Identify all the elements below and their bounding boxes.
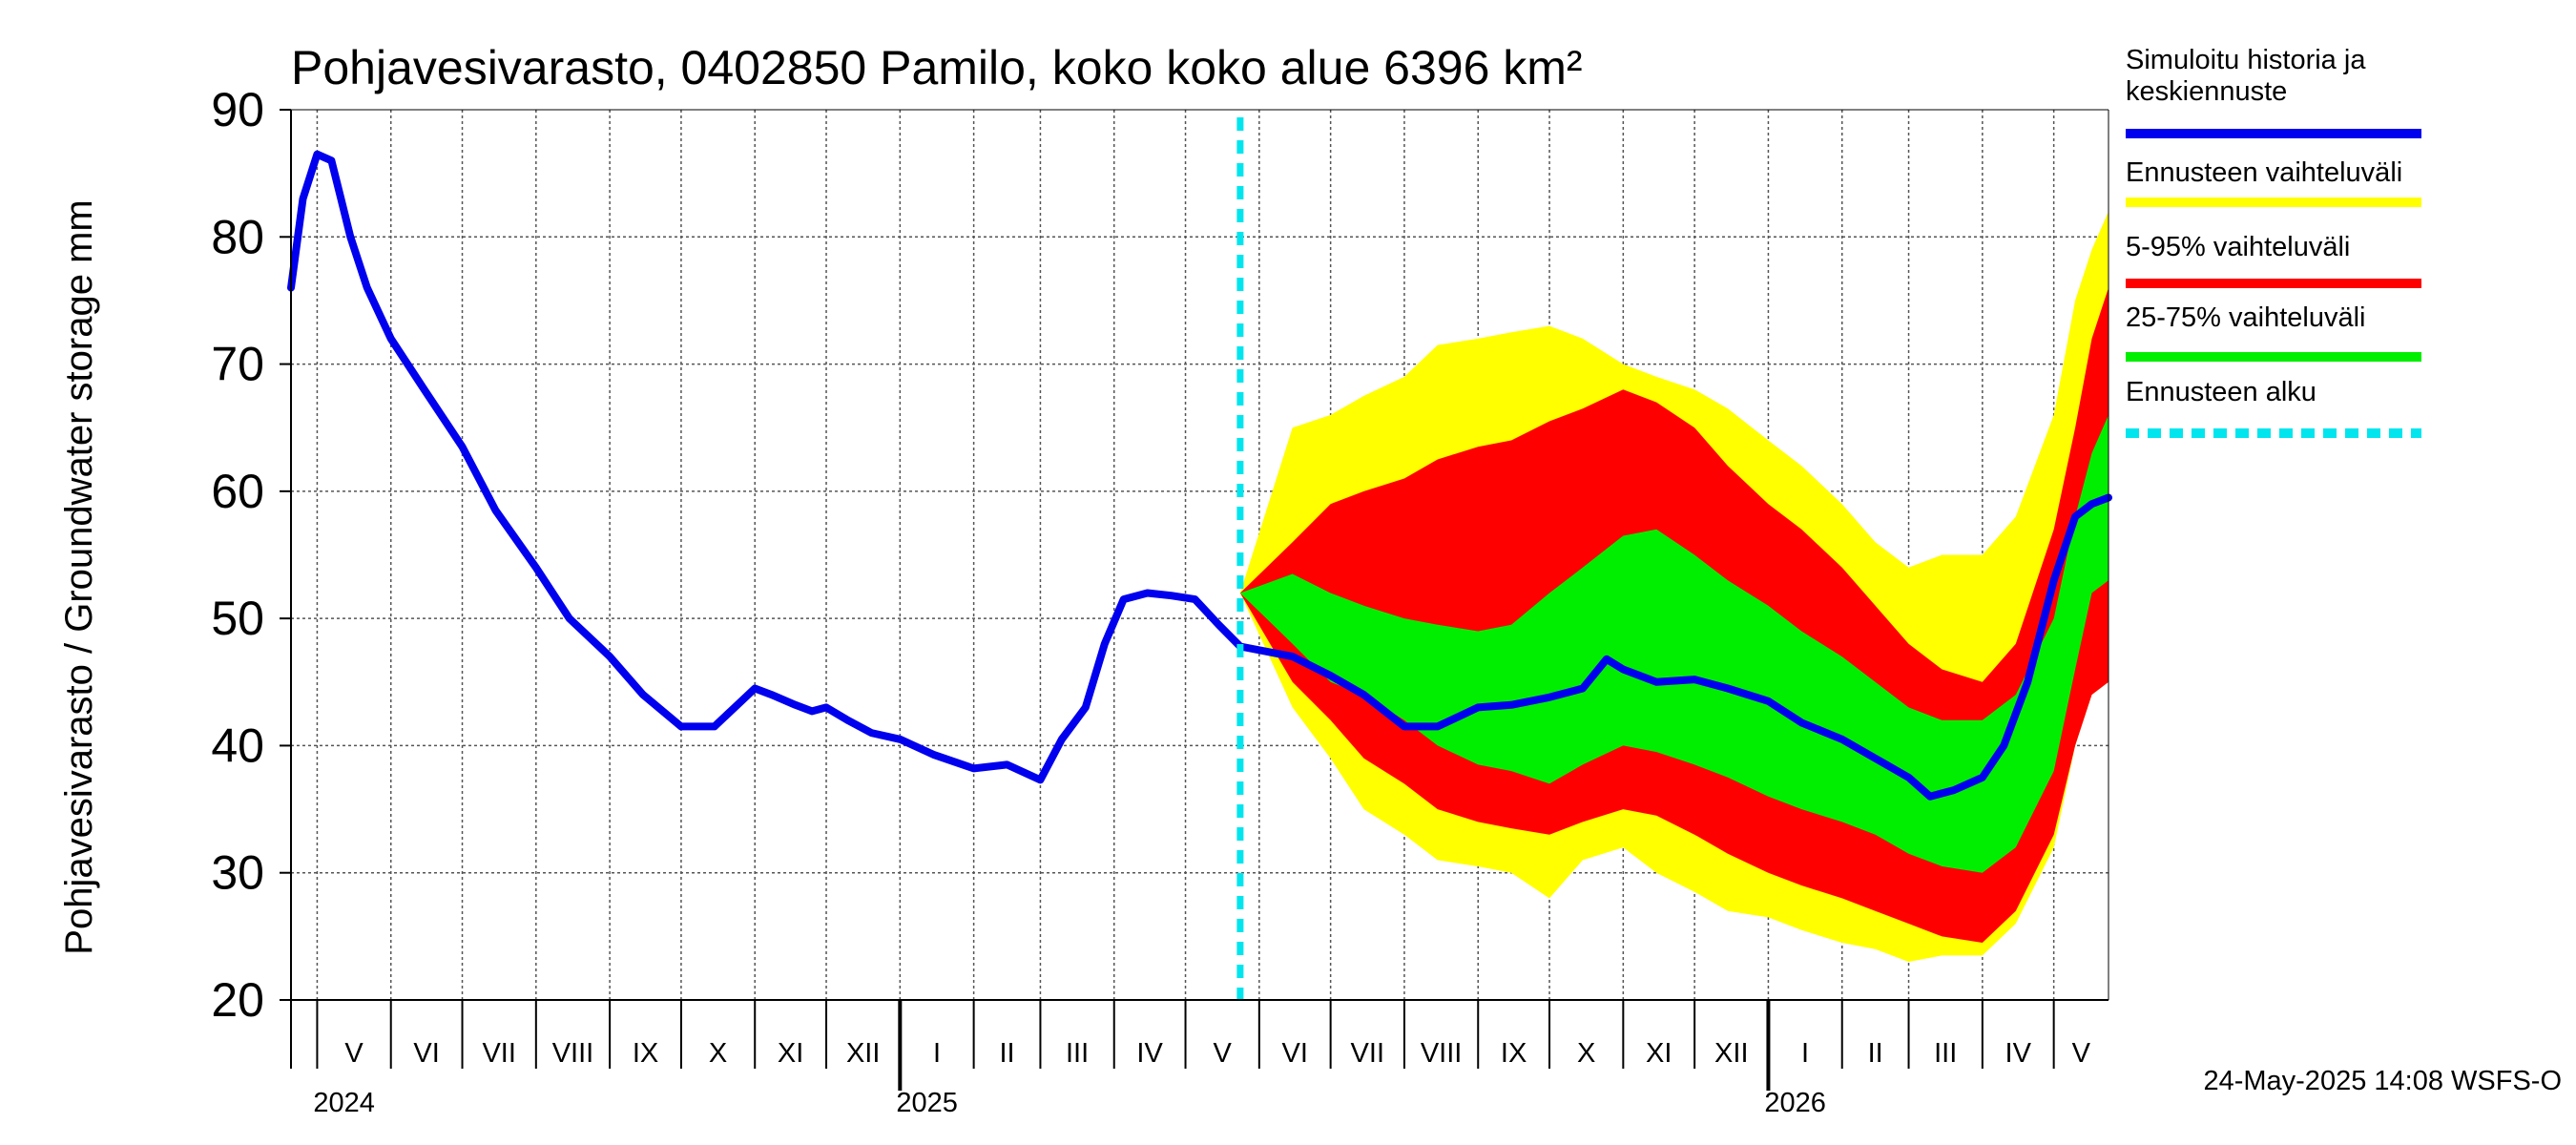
year-label: 2026 — [1764, 1088, 1826, 1118]
month-label: XII — [846, 1038, 880, 1069]
y-tick-labels: 20 30 40 50 60 70 80 90 — [211, 83, 264, 1027]
month-label: XI — [1646, 1038, 1672, 1069]
month-label: VII — [482, 1038, 515, 1069]
series-lines — [287, 150, 2112, 801]
y-tick-label: 70 — [211, 338, 264, 391]
month-label: IV — [2005, 1038, 2032, 1069]
footer-timestamp: 24-May-2025 14:08 WSFS-O — [2203, 1066, 2562, 1096]
month-label: IX — [633, 1038, 658, 1069]
series-line-0 — [287, 150, 2112, 801]
month-label: V — [344, 1038, 364, 1069]
month-label: VII — [1351, 1038, 1384, 1069]
y-tick-label: 20 — [211, 973, 264, 1027]
y-tick-label: 60 — [211, 465, 264, 518]
legend-label-4: Ennusteen alku — [2126, 377, 2316, 407]
month-label: II — [999, 1038, 1014, 1069]
legend-label-1: Ennusteen vaihteluväli — [2126, 157, 2402, 188]
forecast-bands — [1239, 211, 2109, 963]
year-label: 2025 — [896, 1088, 958, 1118]
y-tick-label: 80 — [211, 210, 264, 263]
axes — [280, 109, 2109, 1091]
legend-label-3: 25-75% vaihteluväli — [2126, 302, 2365, 333]
month-label: IV — [1136, 1038, 1163, 1069]
month-label: VIII — [552, 1038, 594, 1069]
month-label: III — [1934, 1038, 1957, 1069]
month-label: X — [709, 1038, 727, 1069]
month-label: VI — [413, 1038, 439, 1069]
legend-label-2: 5-95% vaihteluväli — [2126, 232, 2350, 262]
month-label: XI — [778, 1038, 803, 1069]
legend-label-0-line2: keskiennuste — [2126, 76, 2287, 107]
month-label: VI — [1282, 1038, 1308, 1069]
band-2 — [1239, 414, 2109, 873]
y-tick-label: 90 — [211, 83, 264, 136]
month-label: V — [2072, 1038, 2091, 1069]
month-label: III — [1066, 1038, 1089, 1069]
y-axis-label: Pohjavesivarasto / Groundwater storage m… — [58, 199, 100, 954]
legend-label-0: Simuloitu historia ja — [2126, 45, 2366, 75]
year-label: 2024 — [313, 1088, 375, 1118]
month-label: V — [1214, 1038, 1233, 1069]
month-label: II — [1868, 1038, 1883, 1069]
month-label: I — [933, 1038, 941, 1069]
month-label: VIII — [1421, 1038, 1463, 1069]
y-tick-label: 50 — [211, 592, 264, 645]
month-label: XII — [1714, 1038, 1748, 1069]
month-label: IX — [1501, 1038, 1527, 1069]
y-tick-label: 40 — [211, 718, 264, 772]
month-label: X — [1577, 1038, 1595, 1069]
chart-title: Pohjavesivarasto, 0402850 Pamilo, koko k… — [291, 41, 1583, 94]
x-axis-months: V VI VII VIII IX X XI XII I II III IV V VI VII VIII IX X X… — [313, 1038, 2090, 1118]
y-tick-label: 30 — [211, 846, 264, 900]
month-label: I — [1801, 1038, 1809, 1069]
